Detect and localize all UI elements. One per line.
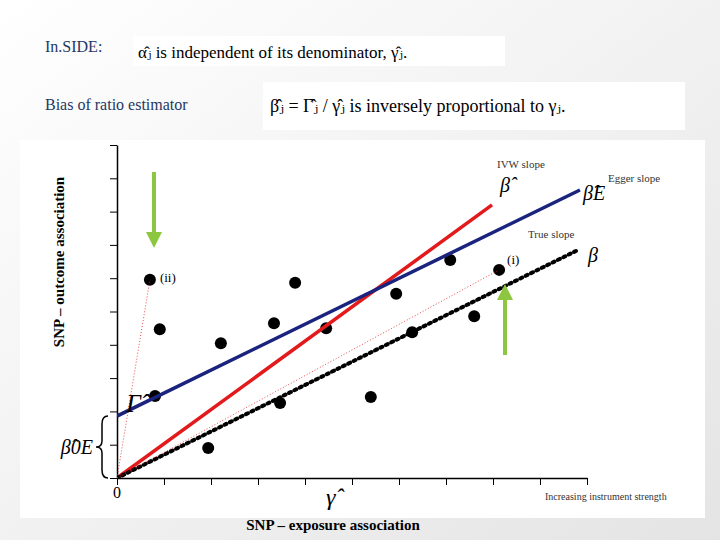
x-tick-mark (587, 478, 588, 485)
y-tick-mark (110, 245, 117, 246)
y-tick-mark (110, 178, 117, 179)
point (468, 310, 480, 322)
inside-text: α̂ⱼ is independent of its denominator, γ… (138, 43, 407, 62)
line (117, 190, 580, 416)
point (289, 277, 301, 289)
x-tick-mark (399, 478, 400, 485)
x-tick (587, 478, 588, 485)
y-tick-mark (110, 278, 117, 279)
x-tick-mark (211, 478, 212, 485)
heading: In.SIDE: (45, 38, 102, 55)
slide: In.SIDE: α̂ⱼ is independent of its denomi… (0, 0, 720, 540)
point (154, 323, 166, 335)
line (117, 280, 150, 478)
strength-label: Increasing instrument strength (545, 491, 667, 502)
x-tick-mark (258, 478, 259, 485)
x-tick-mark (493, 478, 494, 485)
plot-panel (20, 140, 705, 518)
series-symbol: β̂E (582, 182, 605, 205)
x-tick-mark (305, 478, 306, 485)
point (144, 274, 156, 286)
bias-label: Bias of ratio estimator (45, 96, 188, 113)
point (365, 391, 377, 403)
intercept-brace (96, 416, 108, 478)
y-tick-mark (110, 145, 117, 146)
background (0, 0, 720, 540)
x-tick (211, 478, 212, 485)
y-tick (110, 378, 117, 379)
y-tick-mark (110, 445, 117, 446)
y-tick (110, 178, 117, 179)
x-tick (446, 478, 447, 485)
y-tick (110, 345, 117, 346)
series-label: Egger slope (608, 172, 660, 184)
x-tick-mark (352, 478, 353, 485)
y-tick (110, 312, 117, 313)
x-tick-mark (164, 478, 165, 485)
y-tick (110, 278, 117, 279)
y-tick (110, 445, 117, 446)
point-label: (i) (507, 252, 519, 267)
line (117, 270, 499, 478)
text-box (133, 36, 505, 66)
x-tick (305, 478, 306, 485)
series-label: True slope (528, 228, 574, 240)
x-axis-title: SNP – exposure association (246, 517, 420, 533)
series-symbol: β̂ (499, 174, 518, 197)
x-tick-mark (446, 478, 447, 485)
y-axis-title: SNP – outcome association (51, 176, 67, 347)
point-label: (ii) (160, 270, 176, 285)
x-symbol: γ̂ (326, 484, 344, 510)
point (390, 288, 402, 300)
point (202, 442, 214, 454)
text-box (263, 82, 685, 130)
marks (117, 190, 580, 478)
y-tick (110, 212, 117, 213)
point (215, 337, 227, 349)
point (493, 264, 505, 276)
x-tick (540, 478, 541, 485)
arrow (503, 292, 507, 355)
y-tick-mark (110, 378, 117, 379)
line (117, 205, 492, 478)
x-tick (352, 478, 353, 485)
origin-label: 0 (113, 484, 121, 501)
line (117, 250, 578, 478)
x-tick (164, 478, 165, 485)
y-axis (110, 146, 118, 479)
intercept-label: β̂0E (60, 436, 93, 459)
y-tick-mark (110, 478, 117, 479)
y-tick-mark (110, 212, 117, 213)
y-tick-mark (110, 411, 117, 412)
y-tick-mark (110, 345, 117, 346)
y-symbol: Γ̂ (125, 389, 151, 418)
series-symbol: β (587, 244, 598, 267)
point (268, 317, 280, 329)
chart-container: In.SIDE: α̂ⱼ is independent of its denomi… (0, 0, 720, 540)
bias-text: β̂ⱼ = Γ̂ⱼ / γ̂ⱼ is inversely proportiona… (270, 96, 566, 116)
y-tick (110, 245, 117, 246)
y-tick (110, 478, 117, 479)
x-axis (118, 478, 588, 485)
arrow (152, 172, 156, 240)
y-tick (110, 145, 117, 146)
y-tick-mark (110, 312, 117, 313)
x-tick (399, 478, 400, 485)
x-tick-mark (540, 478, 541, 485)
series-label: IVW slope (497, 158, 545, 170)
x-tick (493, 478, 494, 485)
x-tick (258, 478, 259, 485)
y-tick (110, 411, 117, 412)
